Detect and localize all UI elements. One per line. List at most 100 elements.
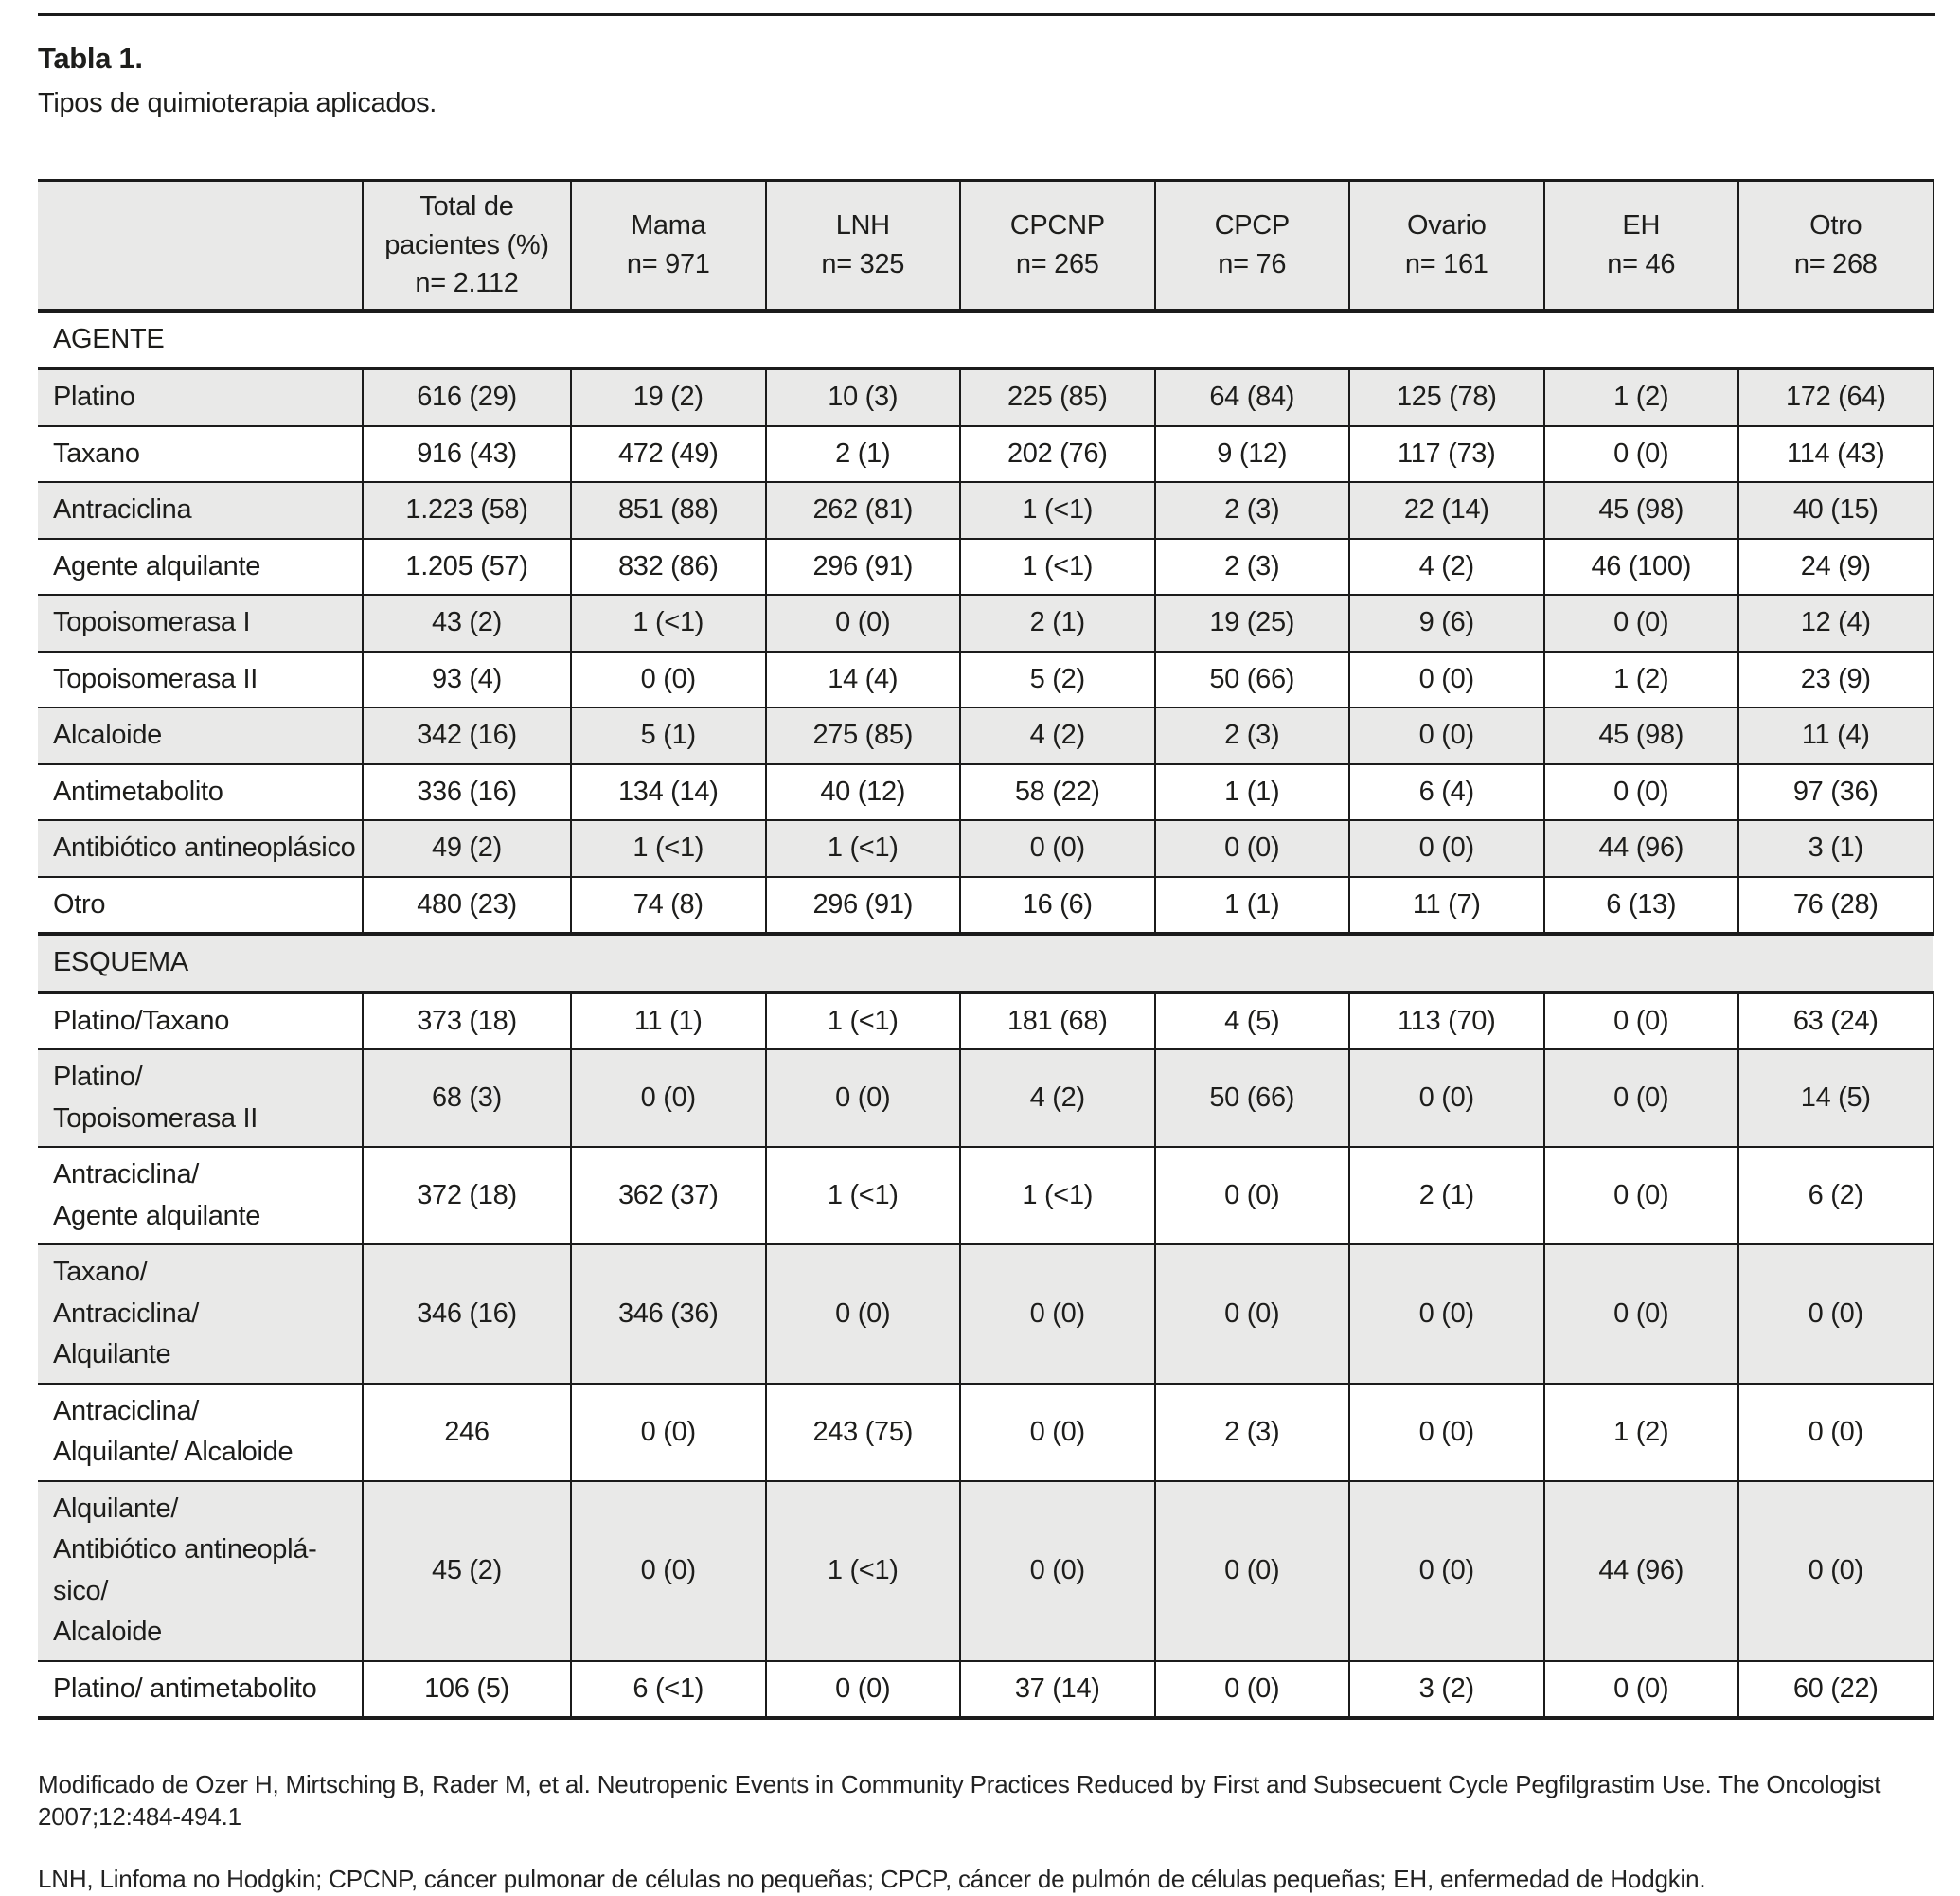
cell-value: 1 (<1) xyxy=(764,991,961,1051)
section-label: AGENTE xyxy=(38,308,1933,371)
table-row: Platino/Taxano 373 (18) 11 (1) 1 (<1) 18… xyxy=(38,991,1934,1051)
cell-value: 0 (0) xyxy=(764,1048,961,1149)
cell-value: 1 (1) xyxy=(1153,875,1350,936)
cell-value: 851 (88) xyxy=(570,481,767,540)
column-header-eh: EH n= 46 xyxy=(1542,179,1739,312)
row-label: Antraciclina/ Agente alquilante xyxy=(38,1146,364,1246)
cell-value: 106 (5) xyxy=(362,1659,572,1720)
cell-value: 46 (100) xyxy=(1542,537,1739,597)
cell-value: 1.223 (58) xyxy=(362,481,572,540)
row-label: Antraciclina/ Alquilante/ Alcaloide xyxy=(38,1382,364,1482)
table-row: Topoisomerasa I 43 (2) 1 (<1) 0 (0) 2 (1… xyxy=(38,594,1934,653)
cell-value: 362 (37) xyxy=(570,1146,767,1246)
cell-value: 4 (2) xyxy=(959,1048,1156,1149)
source-note: Modificado de Ozer H, Mirtsching B, Rade… xyxy=(38,1770,1881,1832)
cell-value: 2 (1) xyxy=(1348,1146,1545,1246)
cell-value: 4 (2) xyxy=(1348,537,1545,597)
cell-value: 19 (2) xyxy=(570,367,767,427)
cell-value: 246 xyxy=(362,1382,572,1482)
cell-value: 44 (96) xyxy=(1542,819,1739,878)
cell-value: 12 (4) xyxy=(1737,594,1934,653)
cell-value: 60 (22) xyxy=(1737,1659,1934,1720)
cell-value: 0 (0) xyxy=(1348,1382,1545,1482)
cell-value: 0 (0) xyxy=(570,650,767,709)
cell-value: 1 (2) xyxy=(1542,650,1739,709)
cell-value: 0 (0) xyxy=(1153,1243,1350,1385)
table-title: Tabla 1. xyxy=(38,42,143,75)
table-row: Topoisomerasa II 93 (4) 0 (0) 14 (4) 5 (… xyxy=(38,650,1934,709)
cell-value: 0 (0) xyxy=(764,594,961,653)
cell-value: 296 (91) xyxy=(764,537,961,597)
cell-value: 0 (0) xyxy=(959,1479,1156,1662)
cell-value: 44 (96) xyxy=(1542,1479,1739,1662)
cell-value: 93 (4) xyxy=(362,650,572,709)
column-header-total: Total de pacientes (%) n= 2.112 xyxy=(362,179,572,312)
column-header-otro: Otro n= 268 xyxy=(1737,179,1934,312)
top-rule xyxy=(38,13,1935,16)
cell-value: 5 (1) xyxy=(570,707,767,765)
row-label: Platino/ antimetabolito xyxy=(38,1659,364,1720)
cell-value: 346 (36) xyxy=(570,1243,767,1385)
cell-value: 1 (<1) xyxy=(764,1479,961,1662)
cell-value: 0 (0) xyxy=(1153,819,1350,878)
cell-value: 275 (85) xyxy=(764,707,961,765)
section-label: ESQUEMA xyxy=(38,932,1933,994)
cell-value: 480 (23) xyxy=(362,875,572,936)
column-header-mama: Mama n= 971 xyxy=(570,179,767,312)
cell-value: 0 (0) xyxy=(764,1659,961,1720)
cell-value: 0 (0) xyxy=(1153,1146,1350,1246)
cell-value: 45 (98) xyxy=(1542,481,1739,540)
cell-value: 0 (0) xyxy=(1542,1243,1739,1385)
cell-value: 45 (98) xyxy=(1542,707,1739,765)
cell-value: 181 (68) xyxy=(959,991,1156,1051)
cell-value: 0 (0) xyxy=(1542,1146,1739,1246)
cell-value: 3 (2) xyxy=(1348,1659,1545,1720)
cell-value: 11 (1) xyxy=(570,991,767,1051)
table-row: Antibiótico antineoplásico 49 (2) 1 (<1)… xyxy=(38,819,1934,878)
cell-value: 0 (0) xyxy=(1348,1243,1545,1385)
cell-value: 2 (3) xyxy=(1153,537,1350,597)
table-row: Platino/ antimetabolito 106 (5) 6 (<1) 0… xyxy=(38,1659,1934,1720)
cell-value: 11 (7) xyxy=(1348,875,1545,936)
table-row: Agente alquilante 1.205 (57) 832 (86) 29… xyxy=(38,537,1934,597)
cell-value: 113 (70) xyxy=(1348,991,1545,1051)
cell-value: 114 (43) xyxy=(1737,424,1934,484)
cell-value: 0 (0) xyxy=(1542,762,1739,822)
table-row: Taxano/ Antraciclina/ Alquilante 346 (16… xyxy=(38,1243,1934,1385)
cell-value: 14 (4) xyxy=(764,650,961,709)
cell-value: 64 (84) xyxy=(1153,367,1350,427)
row-label: Platino/Taxano xyxy=(38,991,364,1051)
cell-value: 0 (0) xyxy=(1153,1479,1350,1662)
section-row-agente: AGENTE xyxy=(38,308,1933,371)
cell-value: 0 (0) xyxy=(1542,1659,1739,1720)
chemotherapy-table: Total de pacientes (%) n= 2.112 Mama n= … xyxy=(38,179,1934,1721)
row-label: Platino/ Topoisomerasa II xyxy=(38,1048,364,1149)
cell-value: 0 (0) xyxy=(959,1382,1156,1482)
cell-value: 6 (2) xyxy=(1737,1146,1934,1246)
cell-value: 916 (43) xyxy=(362,424,572,484)
cell-value: 243 (75) xyxy=(764,1382,961,1482)
column-header-lnh: LNH n= 325 xyxy=(764,179,961,312)
table-row: Antraciclina/ Agente alquilante 372 (18)… xyxy=(38,1146,1934,1246)
cell-value: 225 (85) xyxy=(959,367,1156,427)
cell-value: 342 (16) xyxy=(362,707,572,765)
cell-value: 1 (2) xyxy=(1542,367,1739,427)
cell-value: 97 (36) xyxy=(1737,762,1934,822)
cell-value: 3 (1) xyxy=(1737,819,1934,878)
row-label: Antimetabolito xyxy=(38,762,364,822)
cell-value: 23 (9) xyxy=(1737,650,1934,709)
cell-value: 0 (0) xyxy=(1542,424,1739,484)
cell-value: 49 (2) xyxy=(362,819,572,878)
cell-value: 1 (<1) xyxy=(570,594,767,653)
table-row: Alcaloide 342 (16) 5 (1) 275 (85) 4 (2) … xyxy=(38,707,1934,765)
cell-value: 0 (0) xyxy=(1348,707,1545,765)
cell-value: 0 (0) xyxy=(1737,1479,1934,1662)
cell-value: 0 (0) xyxy=(959,819,1156,878)
row-label: Alquilante/ Antibiótico antineoplá- sico… xyxy=(38,1479,364,1662)
table-subtitle: Tipos de quimioterapia aplicados. xyxy=(38,87,437,118)
cell-value: 76 (28) xyxy=(1737,875,1934,936)
table-row: Platino/ Topoisomerasa II 68 (3) 0 (0) 0… xyxy=(38,1048,1934,1149)
cell-value: 11 (4) xyxy=(1737,707,1934,765)
cell-value: 9 (12) xyxy=(1153,424,1350,484)
row-label: Agente alquilante xyxy=(38,537,364,597)
